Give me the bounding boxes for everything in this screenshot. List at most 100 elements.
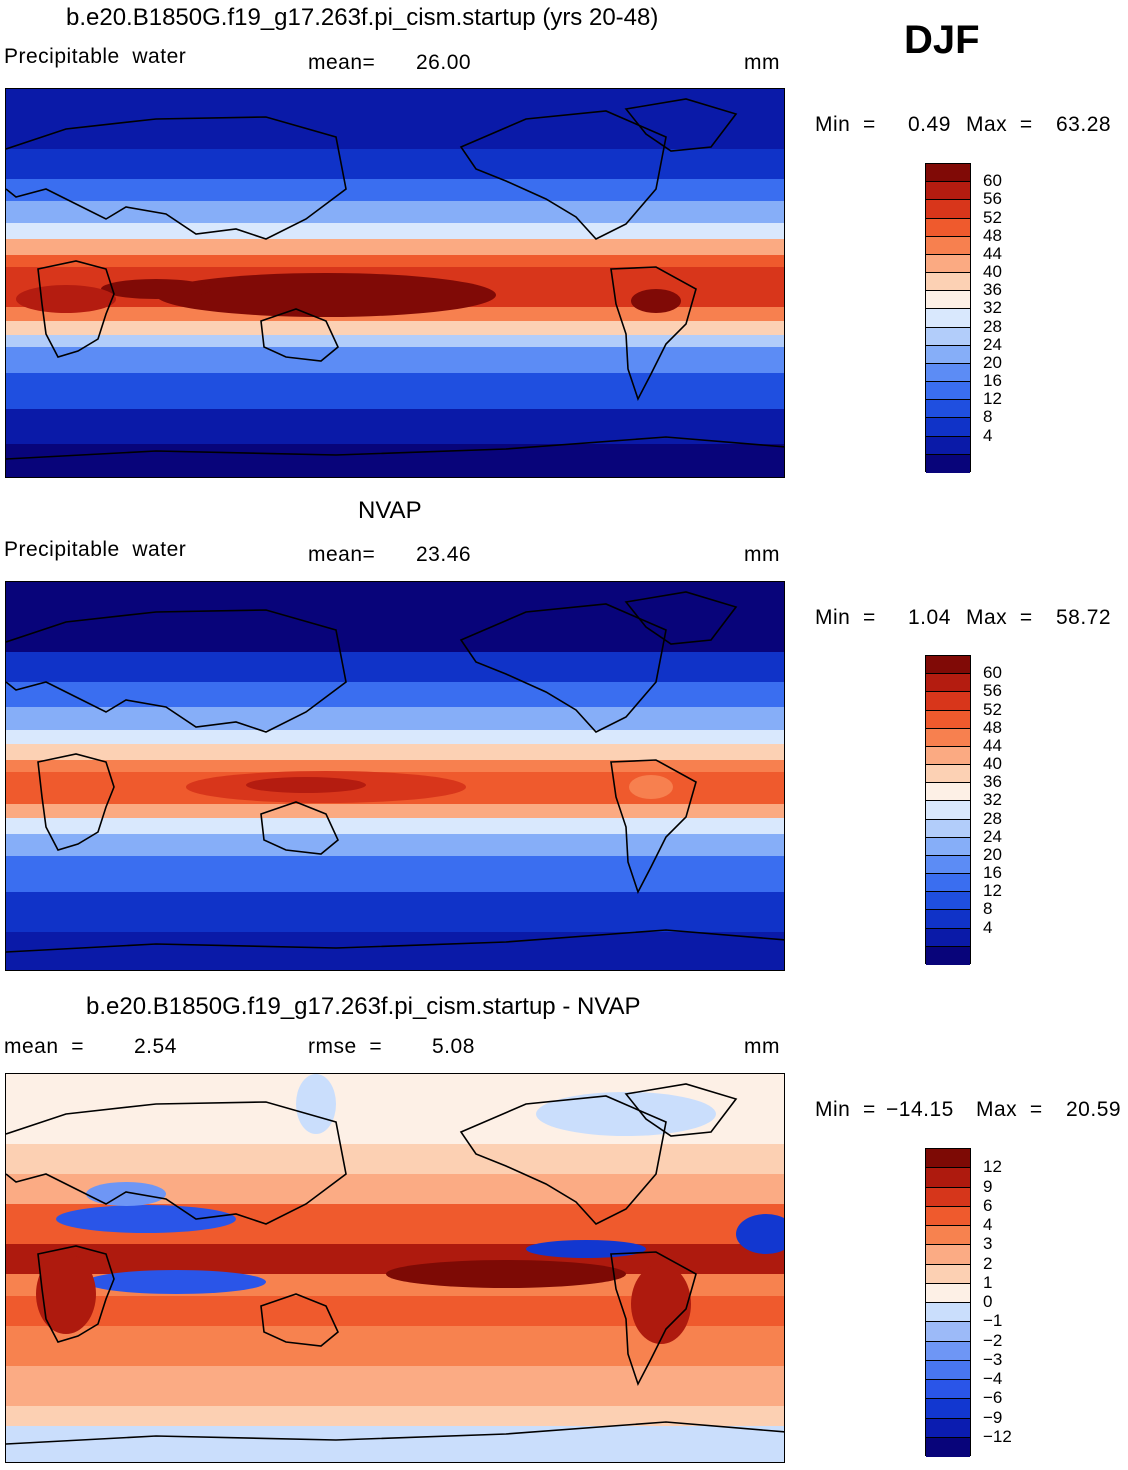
anomaly-blob xyxy=(736,1214,784,1254)
colorbar-swatch xyxy=(926,254,970,274)
colorbar-tick-label: 40 xyxy=(983,754,1002,774)
band xyxy=(6,744,784,764)
colorbar-tick-label: 24 xyxy=(983,334,1002,354)
panel3-min-label: Min = xyxy=(815,1098,876,1121)
colorbar-tick-label: 32 xyxy=(983,298,1002,318)
australia-coastline xyxy=(260,308,339,362)
colorbar-swatch xyxy=(926,656,970,675)
colorbar-tick-label: −9 xyxy=(983,1407,1003,1427)
band xyxy=(6,239,784,259)
colorbar-swatch xyxy=(926,236,970,255)
colorbar-swatch xyxy=(926,327,970,346)
colorbar-swatch xyxy=(926,1168,970,1188)
colorbar-swatch xyxy=(926,1245,970,1265)
panel2-mean-value: 23.46 xyxy=(416,543,472,566)
colorbar-tick-label: −6 xyxy=(983,1388,1003,1408)
warm-pool xyxy=(246,777,366,793)
eurasia-coastline xyxy=(6,609,347,733)
colorbar-swatch xyxy=(926,674,970,693)
warm-pool xyxy=(16,285,116,313)
panel3-min-value: −14.15 xyxy=(886,1098,954,1121)
colorbar-tick-label: 12 xyxy=(983,1157,1002,1177)
colorbar-swatch xyxy=(926,710,970,729)
season-label: DJF xyxy=(904,18,980,62)
colorbar-tick-label: 20 xyxy=(983,844,1002,864)
colorbar-swatch xyxy=(926,309,970,328)
panel1-variable-label: Precipitable water xyxy=(4,45,187,68)
colorbar-swatch xyxy=(926,765,970,784)
anomaly-blob xyxy=(36,1254,96,1334)
panel2-colorbar xyxy=(925,655,971,965)
colorbar-tick-label: 60 xyxy=(983,663,1002,683)
colorbar-tick-label: 56 xyxy=(983,681,1002,701)
colorbar-tick-label: 36 xyxy=(983,772,1002,792)
australia-coastline xyxy=(260,1293,339,1347)
colorbar-tick-label: 52 xyxy=(983,699,1002,719)
band xyxy=(6,321,784,339)
colorbar-swatch xyxy=(926,946,970,965)
panel2-min-value: 1.04 xyxy=(908,606,951,629)
panel1-title: b.e20.B1850G.f19_g17.263f.pi_cism.startu… xyxy=(66,4,659,31)
colorbar-tick-label: −12 xyxy=(983,1426,1012,1446)
band xyxy=(6,373,784,413)
anomaly-blob xyxy=(296,1074,336,1134)
south-america-coastline xyxy=(610,759,697,895)
colorbar-tick-label: −1 xyxy=(983,1311,1003,1331)
band xyxy=(6,347,784,377)
colorbar-swatch xyxy=(926,273,970,292)
panel2-map xyxy=(5,581,785,971)
colorbar-tick-label: 9 xyxy=(983,1176,993,1196)
band xyxy=(6,932,784,970)
colorbar-tick-label: 4 xyxy=(983,425,993,445)
panel3-colorbar xyxy=(925,1148,971,1457)
south-america-coastline xyxy=(610,266,697,402)
band xyxy=(6,818,784,838)
colorbar-swatch xyxy=(926,436,970,455)
colorbar-swatch xyxy=(926,345,970,364)
colorbar-swatch xyxy=(926,382,970,401)
colorbar-swatch xyxy=(926,1360,970,1380)
colorbar-tick-label: 52 xyxy=(983,207,1002,227)
colorbar-swatch xyxy=(926,182,970,201)
colorbar-tick-label: 2 xyxy=(983,1253,993,1273)
colorbar-swatch xyxy=(926,1380,970,1400)
colorbar-swatch xyxy=(926,1264,970,1284)
panel1-units: mm xyxy=(744,51,780,74)
band xyxy=(6,892,784,937)
colorbar-tick-label: 4 xyxy=(983,1215,993,1234)
colorbar-swatch xyxy=(926,454,970,473)
colorbar-swatch xyxy=(926,418,970,437)
north-america-coastline xyxy=(459,603,667,733)
anomaly-blob xyxy=(86,1182,166,1206)
panel3-rmse-label: rmse = xyxy=(308,1035,383,1058)
australia-coastline xyxy=(260,801,339,855)
panel3-max-value: 20.59 xyxy=(1066,1098,1122,1121)
panel1-max-label: Max = xyxy=(966,113,1033,136)
band xyxy=(6,223,784,243)
colorbar-swatch xyxy=(926,1187,970,1207)
africa-coastline xyxy=(37,260,115,358)
greenland-coastline xyxy=(624,591,738,645)
colorbar-swatch xyxy=(926,1418,970,1438)
panel2-units: mm xyxy=(744,543,780,566)
colorbar-swatch xyxy=(926,1322,970,1342)
colorbar-swatch xyxy=(926,819,970,838)
band xyxy=(6,856,784,896)
panel3-mean-label: mean = xyxy=(4,1035,84,1058)
panel1-max-value: 63.28 xyxy=(1056,113,1112,136)
panel1-mean-label: mean= xyxy=(308,51,376,74)
colorbar-swatch xyxy=(926,363,970,383)
anomaly-blob xyxy=(56,1205,236,1233)
colorbar-swatch xyxy=(926,855,970,875)
warm-pool xyxy=(101,279,211,299)
colorbar-swatch xyxy=(926,1206,970,1226)
colorbar-swatch xyxy=(926,1149,970,1169)
warm-pool xyxy=(629,775,673,799)
colorbar-swatch xyxy=(926,218,970,237)
colorbar-tick-label: 12 xyxy=(983,881,1002,901)
colorbar-swatch xyxy=(926,400,970,419)
colorbar-swatch xyxy=(926,837,970,856)
colorbar-swatch xyxy=(926,928,970,947)
anomaly-blob xyxy=(386,1260,626,1288)
panel3-max-label: Max = xyxy=(976,1098,1043,1121)
